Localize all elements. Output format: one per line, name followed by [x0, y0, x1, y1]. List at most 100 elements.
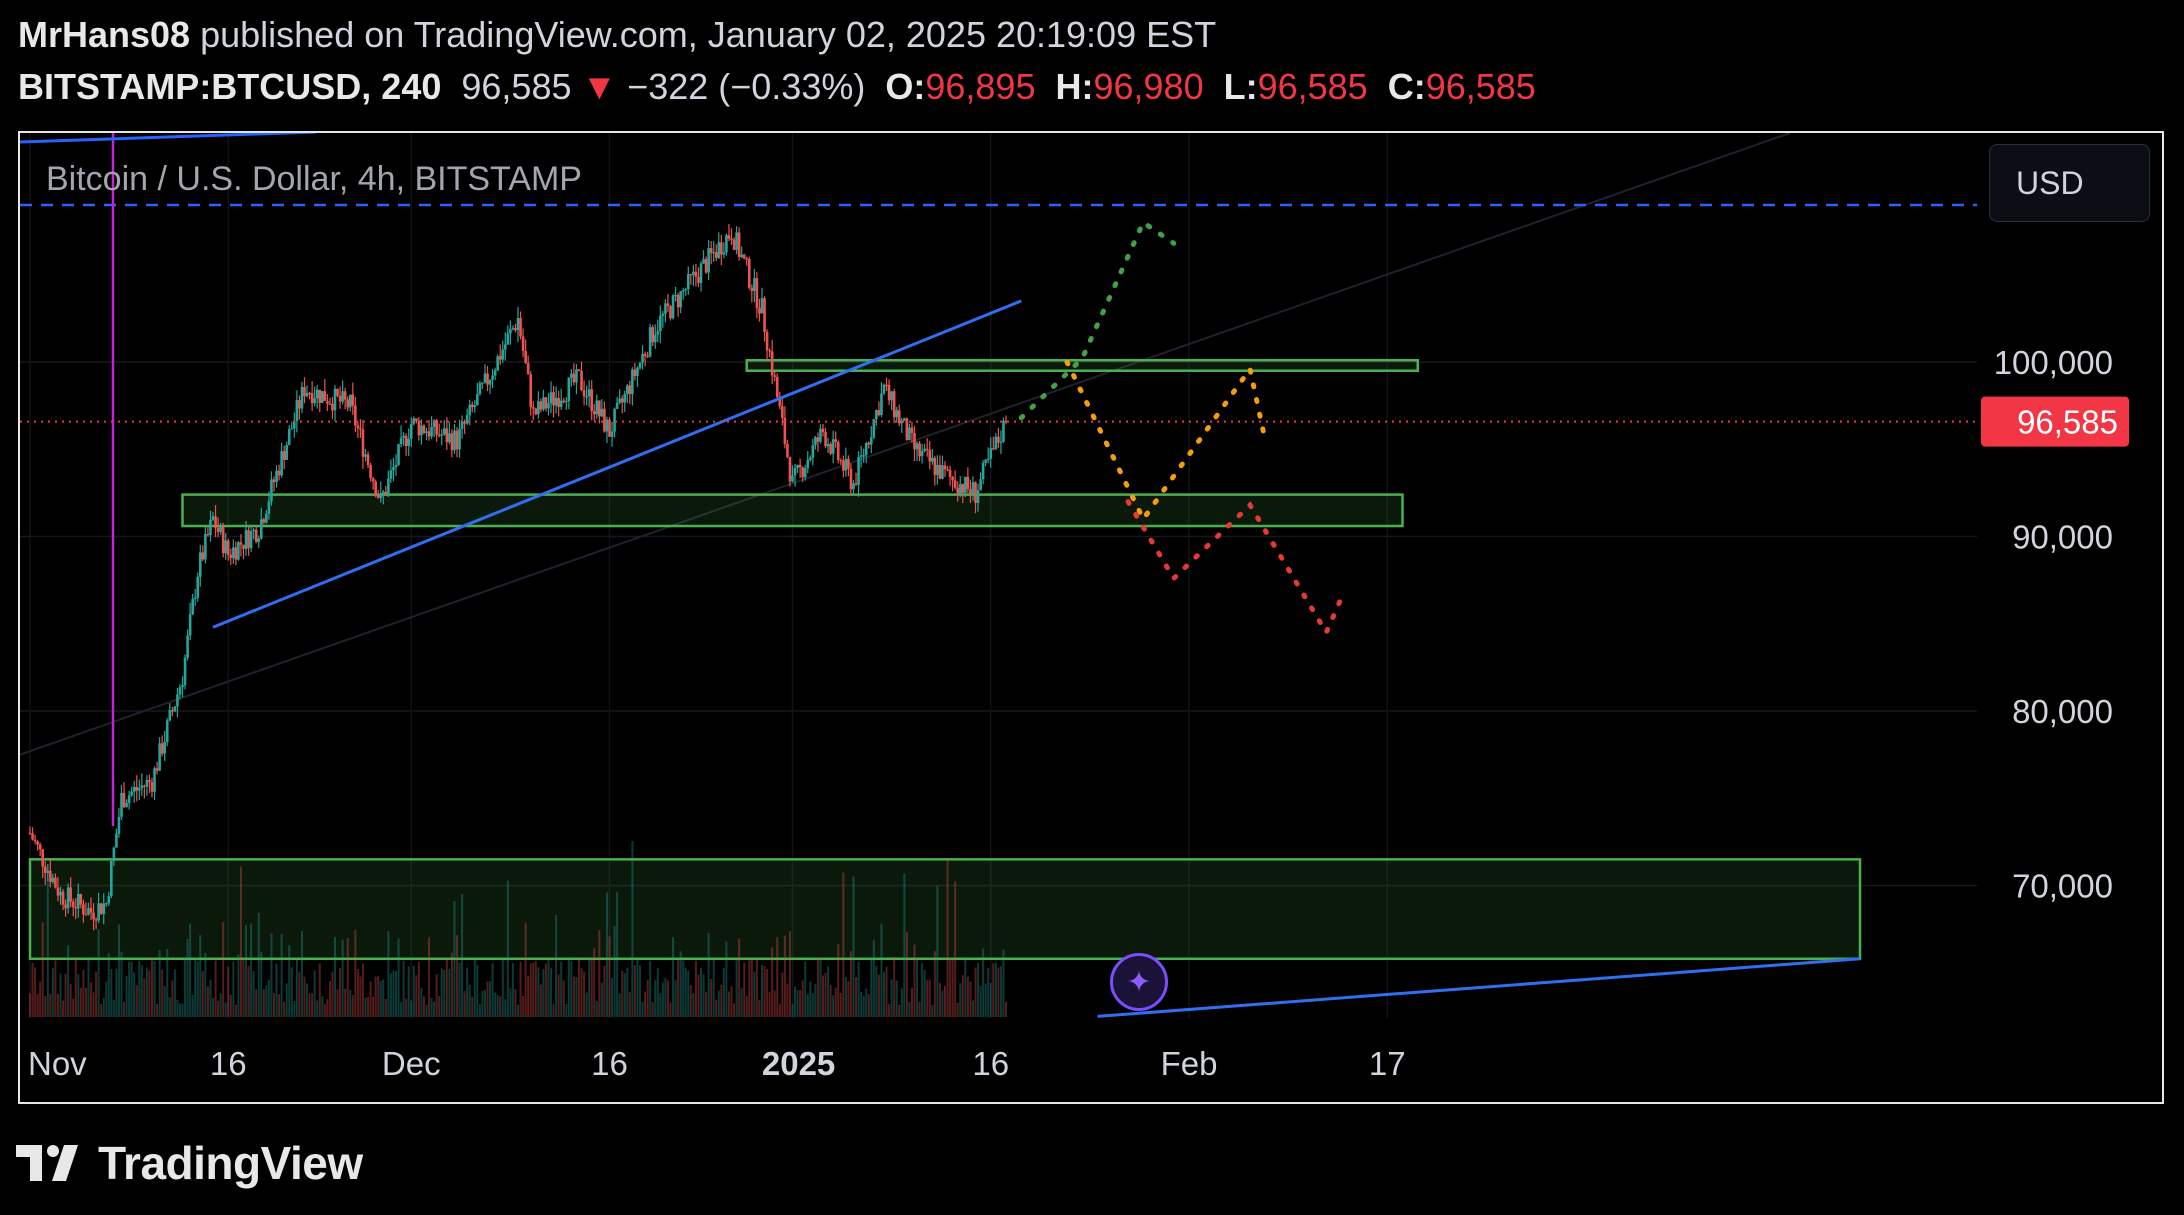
volume-bar [351, 994, 354, 1017]
volume-bar [151, 957, 153, 1017]
volume-bar [867, 994, 870, 1017]
candle-body [427, 431, 431, 437]
candle-body [328, 403, 332, 405]
volume-bar [105, 981, 108, 1017]
candle-body [941, 465, 944, 479]
candle-body [369, 465, 372, 479]
currency-button[interactable]: USD [1989, 144, 2150, 222]
candle-body [613, 408, 616, 432]
volume-bar [123, 1001, 126, 1017]
candle-body [130, 791, 133, 796]
candle-body [232, 547, 235, 559]
volume-bar [605, 892, 608, 1017]
volume-bar [405, 998, 408, 1017]
candle-body [686, 274, 690, 290]
candle-body [341, 391, 344, 402]
volume-bar [186, 938, 189, 1017]
volume-bar [722, 968, 725, 1017]
candle-body [356, 425, 360, 429]
candle-body [229, 554, 233, 559]
volume-bar [621, 970, 624, 1017]
volume-bar [82, 969, 85, 1017]
chart-frame[interactable] [18, 131, 2164, 1104]
candle-body [826, 444, 830, 447]
volume-bar [895, 980, 898, 1017]
volume-bar [999, 966, 1002, 1017]
volume-bar [270, 933, 273, 1017]
trendline [1097, 957, 1861, 1018]
volume-bar [727, 991, 730, 1017]
candle-body [562, 400, 566, 402]
candle-body [132, 787, 136, 792]
candle-body [580, 370, 583, 390]
volume-bar [644, 991, 647, 1017]
candle-body [440, 434, 444, 436]
volume-bar [956, 1002, 959, 1017]
candle-body [920, 450, 924, 457]
candle-body [135, 787, 139, 791]
candle-body [999, 441, 1003, 443]
candle-body [531, 407, 535, 409]
candle-body [534, 408, 538, 415]
volume-bar [102, 998, 105, 1017]
volume-bar [224, 1002, 227, 1017]
volume-bar [295, 958, 298, 1017]
candle-body [720, 242, 723, 255]
volume-bar [796, 990, 799, 1017]
candle-body [473, 405, 477, 407]
close-label: C: [1387, 66, 1426, 107]
volume-bar [161, 969, 164, 1017]
volume-bar [969, 981, 972, 1017]
candle-body [336, 388, 339, 396]
candle-body [171, 710, 174, 712]
candle-body [204, 533, 207, 560]
x-axis-label: Feb [1161, 1045, 1218, 1082]
candle-body [943, 465, 947, 470]
candle-body [346, 399, 350, 408]
tradingview-logo[interactable]: TradingView [16, 1136, 363, 1190]
volume-bar [794, 986, 797, 1017]
volume-bar [191, 994, 194, 1017]
volume-bar [870, 957, 873, 1017]
volume-bar [59, 973, 62, 1017]
candle-body [104, 903, 108, 905]
candle-body [282, 451, 286, 460]
volume-bar [832, 995, 835, 1017]
candle-body [234, 547, 238, 560]
volume-bar [649, 961, 652, 1017]
author-name[interactable]: MrHans08 [18, 14, 191, 55]
volume-bar [422, 996, 425, 1017]
volume-bar [397, 938, 400, 1017]
volume-bar [29, 993, 31, 1017]
candle-body [793, 467, 797, 476]
candle-body [958, 484, 962, 495]
volume-bar [331, 971, 334, 1017]
volume-bar [499, 996, 502, 1017]
candle-body [730, 238, 733, 240]
sparkle-icon[interactable]: ✦ [1110, 953, 1168, 1011]
volume-bar [239, 866, 242, 1017]
candle-body [595, 400, 599, 415]
candle-body [697, 276, 700, 283]
volume-bar [458, 962, 461, 1017]
volume-bar [570, 961, 573, 1017]
volume-bar [483, 989, 486, 1017]
candle-body [559, 400, 563, 408]
volume-bar [496, 994, 499, 1017]
volume-bar [382, 979, 385, 1017]
candle-body [28, 833, 32, 835]
volume-bar [112, 999, 115, 1017]
candle-body [986, 458, 990, 461]
volume-bar [916, 958, 919, 1017]
volume-bar [328, 981, 331, 1017]
candle-body [618, 398, 621, 403]
volume-bar [346, 938, 349, 1017]
volume-bar [928, 979, 931, 1017]
volume-bar [171, 980, 174, 1017]
candle-body [323, 391, 327, 401]
candle-body [99, 903, 103, 914]
volume-bar [321, 996, 324, 1017]
candle-body [709, 248, 713, 253]
volume-bar [725, 941, 728, 1017]
